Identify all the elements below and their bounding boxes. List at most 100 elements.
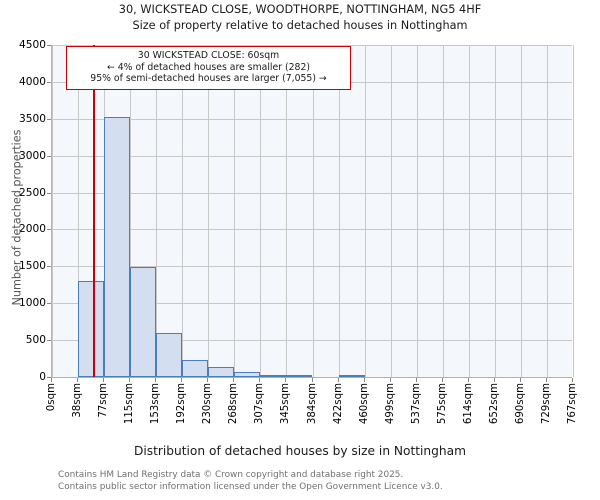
x-axis-tick-mark <box>259 378 260 382</box>
y-axis-tick-label: 3000 <box>19 149 46 162</box>
x-axis-tick-mark <box>572 378 573 382</box>
histogram-bar <box>182 359 208 377</box>
x-axis-tick-label: 0sqm <box>46 383 57 412</box>
y-axis-tick-label: 4500 <box>19 39 46 51</box>
x-axis-tick-label: 729sqm <box>540 383 552 425</box>
plot-area <box>51 45 574 378</box>
x-axis-tick-label: 767sqm <box>567 383 578 425</box>
gridline-vertical <box>286 45 287 377</box>
y-axis-tick-mark <box>47 377 51 378</box>
gridline-vertical <box>365 45 366 377</box>
x-axis-tick-label: 460sqm <box>358 383 370 425</box>
gridline-vertical <box>547 45 548 377</box>
y-axis-tick-mark <box>47 192 51 194</box>
x-axis-tick-mark <box>494 378 495 382</box>
histogram-bar <box>286 375 312 377</box>
x-axis-tick-mark <box>129 378 130 382</box>
gridline-vertical <box>573 45 574 377</box>
histogram-bar <box>339 375 365 377</box>
gridline-vertical <box>52 45 53 377</box>
y-axis-tick-label: 2500 <box>19 186 46 199</box>
x-axis-tick-label: 575sqm <box>436 383 448 425</box>
x-axis-tick-mark <box>442 378 443 382</box>
x-axis-tick-label: 268sqm <box>228 383 240 425</box>
x-axis-tick-label: 38sqm <box>72 383 84 418</box>
y-axis-tick-label: 1500 <box>19 260 46 273</box>
annotation-line-2: ← 4% of detached houses are smaller (282… <box>107 61 310 73</box>
x-axis-tick-mark <box>77 378 78 382</box>
x-axis-tick-label: 153sqm <box>150 383 162 425</box>
annotation-line-3: 95% of semi-detached houses are larger (… <box>90 73 327 84</box>
x-axis-tick-mark <box>546 378 547 382</box>
page-subtitle: Size of property relative to detached ho… <box>132 19 468 32</box>
gridline-horizontal <box>52 303 572 305</box>
gridline-horizontal <box>52 45 572 46</box>
y-axis-tick-mark <box>47 118 51 120</box>
x-axis-tick-mark <box>181 378 182 382</box>
x-axis-tick-mark <box>468 378 469 382</box>
y-axis-tick-mark <box>47 155 51 157</box>
page-title: 30, WICKSTEAD CLOSE, WOODTHORPE, NOTTING… <box>118 3 482 16</box>
gridline-vertical <box>182 45 183 377</box>
chart-title-block: 30, WICKSTEAD CLOSE, WOODTHORPE, NOTTING… <box>0 2 600 34</box>
y-axis-tick-label: 500 <box>25 334 46 347</box>
histogram-bar <box>130 267 156 377</box>
x-axis-tick-label: 614sqm <box>462 383 474 425</box>
histogram-bar <box>260 375 286 377</box>
x-axis-tick-label: 307sqm <box>254 383 266 425</box>
histogram-bar <box>156 333 182 377</box>
y-axis-tick-label: 4000 <box>19 75 46 88</box>
x-axis-tick-mark <box>364 378 365 382</box>
gridline-vertical <box>313 45 314 377</box>
x-axis-tick-mark <box>312 378 313 382</box>
gridline-vertical <box>208 45 209 377</box>
gridline-vertical <box>417 45 418 377</box>
gridline-vertical <box>260 45 261 377</box>
x-axis-tick-mark <box>285 378 286 382</box>
x-axis-line <box>51 377 572 378</box>
histogram-bar <box>78 281 104 377</box>
x-axis-label: Distribution of detached houses by size … <box>134 444 466 458</box>
gridline-vertical <box>156 45 157 377</box>
property-marker-line <box>92 45 95 377</box>
gridline-horizontal <box>52 340 572 342</box>
gridline-vertical <box>495 45 496 377</box>
x-axis-tick-mark <box>155 378 156 382</box>
property-annotation-box: 30 WICKSTEAD CLOSE: 60sqm ← 4% of detach… <box>66 46 351 90</box>
histogram-bar <box>104 116 130 377</box>
gridline-horizontal <box>52 229 572 231</box>
x-axis-tick-label: 537sqm <box>410 383 422 425</box>
x-axis-tick-mark <box>338 378 339 382</box>
y-axis-tick-label: 3500 <box>19 112 46 125</box>
footer-line-1: Contains HM Land Registry data © Crown c… <box>58 470 404 480</box>
footer-line-2: Contains public sector information licen… <box>58 481 443 492</box>
x-axis-tick-mark <box>390 378 391 382</box>
y-axis-tick-mark <box>47 266 51 268</box>
histogram-bars <box>52 45 572 377</box>
annotation-line-1: 30 WICKSTEAD CLOSE: 60sqm <box>137 50 280 61</box>
y-axis-tick-mark <box>47 45 51 46</box>
gridline-vertical <box>391 45 392 377</box>
gridline-vertical <box>521 45 522 377</box>
footer: Contains HM Land Registry data © Crown c… <box>58 470 578 493</box>
gridline-vertical <box>234 45 235 377</box>
gridline-horizontal <box>52 266 572 268</box>
x-axis-tick-mark <box>51 378 52 382</box>
x-axis-tick-mark <box>103 378 104 382</box>
x-axis-tick-mark <box>416 378 417 382</box>
histogram-bar <box>208 367 234 377</box>
x-axis-tick-label: 690sqm <box>514 383 526 425</box>
x-axis-tick-label: 384sqm <box>306 383 318 425</box>
x-axis-tick-label: 77sqm <box>98 383 110 418</box>
y-axis-tick-label: 0 <box>39 371 46 383</box>
y-axis-tick-mark <box>47 229 51 231</box>
gridline-vertical <box>130 45 131 377</box>
y-axis-tick-mark <box>47 303 51 305</box>
x-axis-tick-label: 115sqm <box>124 383 136 425</box>
y-axis-tick-label: 1000 <box>19 297 46 310</box>
y-axis-tick-mark <box>47 340 51 342</box>
x-axis-tick-label: 192sqm <box>176 383 188 425</box>
gridline-vertical <box>443 45 444 377</box>
gridline-horizontal <box>52 192 572 194</box>
